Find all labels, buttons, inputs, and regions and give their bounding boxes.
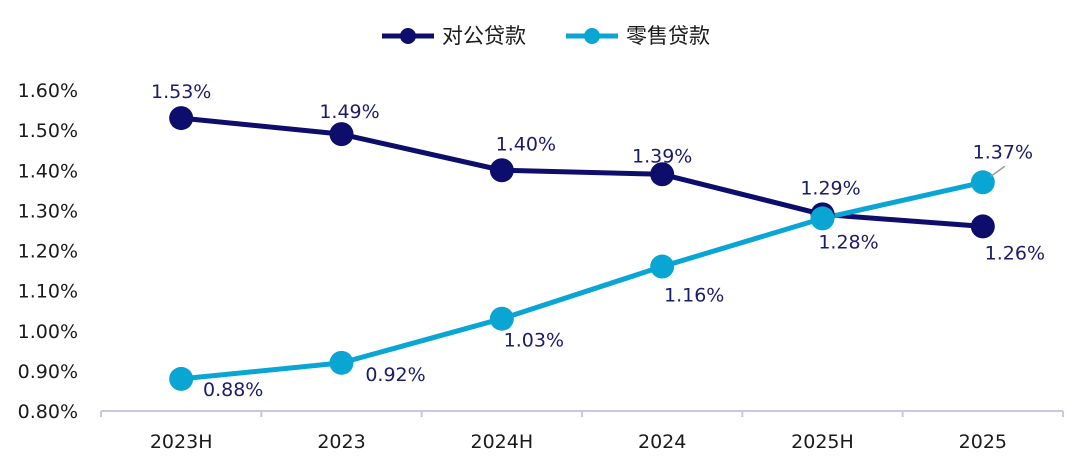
legend-item-corporate: 对公贷款 xyxy=(382,24,526,48)
data-point-corporate xyxy=(970,214,995,239)
legend-item-retail: 零售贷款 xyxy=(566,24,710,48)
x-tick-label: 2025 xyxy=(959,431,1007,453)
y-tick-label: 1.40% xyxy=(18,160,78,182)
x-tick-label: 2025H xyxy=(791,431,854,453)
series-line-corporate xyxy=(178,115,986,229)
data-label-retail: 1.03% xyxy=(504,330,564,352)
data-point-retail xyxy=(489,306,514,331)
data-label-corporate: 1.49% xyxy=(319,101,379,123)
data-label-retail: 0.88% xyxy=(203,379,263,401)
legend-label-corporate: 对公贷款 xyxy=(442,24,526,48)
x-tick-label: 2024H xyxy=(471,431,534,453)
x-axis: 2023H 2023 2024H 2024 2025H 2025 xyxy=(100,410,1064,453)
y-tick-label: 1.00% xyxy=(18,321,78,343)
series-layer xyxy=(169,106,995,391)
y-tick-label: 0.80% xyxy=(18,401,78,423)
y-tick-label: 1.60% xyxy=(18,80,78,102)
data-point-retail xyxy=(970,170,995,195)
data-point-retail xyxy=(329,350,354,375)
data-label-corporate: 1.29% xyxy=(800,177,860,199)
data-point-retail xyxy=(810,206,835,231)
data-label-retail: 1.16% xyxy=(664,285,724,307)
data-label-corporate: 1.39% xyxy=(632,145,692,167)
y-tick-label: 0.90% xyxy=(18,361,78,383)
y-axis: 0.80% 0.90% 1.00% 1.10% 1.20% 1.30% 1.40% 1.50%… xyxy=(18,80,78,423)
legend-marker-corporate xyxy=(400,28,416,44)
legend-label-retail: 零售贷款 xyxy=(626,24,710,48)
data-label-retail: 0.92% xyxy=(365,364,425,386)
series-line-retail xyxy=(178,179,986,382)
y-tick-label: 1.20% xyxy=(18,241,78,263)
y-tick-label: 1.50% xyxy=(18,120,78,142)
data-label-corporate: 1.53% xyxy=(151,81,211,103)
data-label-corporate: 1.40% xyxy=(496,133,556,155)
label-leader-line xyxy=(990,165,1006,177)
data-labels: 1.53% 1.49% 1.40% 1.39% 1.29% 1.26% 0.88% 0.92%… xyxy=(151,81,1045,401)
data-point-corporate xyxy=(329,122,354,147)
data-point-retail xyxy=(650,254,675,279)
x-tick-label: 2023 xyxy=(317,431,365,453)
x-tick-label: 2024 xyxy=(638,431,686,453)
data-label-retail: 1.28% xyxy=(818,231,878,253)
y-tick-label: 1.30% xyxy=(18,200,78,222)
data-label-retail: 1.37% xyxy=(973,141,1033,163)
legend: 对公贷款 零售贷款 xyxy=(382,24,710,48)
data-point-corporate xyxy=(489,158,514,183)
x-tick-label: 2023H xyxy=(150,431,213,453)
data-label-corporate: 1.26% xyxy=(985,242,1045,264)
y-tick-label: 1.10% xyxy=(18,281,78,303)
data-point-retail xyxy=(169,366,194,391)
data-point-corporate xyxy=(650,162,675,187)
data-point-corporate xyxy=(169,106,194,131)
legend-marker-retail xyxy=(584,28,600,44)
